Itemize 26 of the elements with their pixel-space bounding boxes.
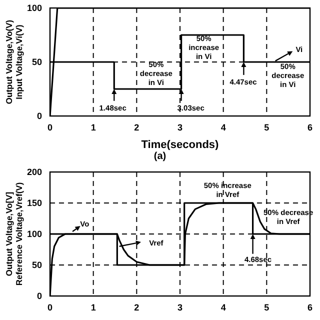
x-tick-label: 5: [264, 122, 270, 132]
text: (a): [152, 150, 168, 164]
y-axis-title: Output Voltage,Vo[V] Reference Voltage,Vref(V): [4, 182, 24, 286]
x-tick-label: 0: [47, 302, 53, 312]
x-tick-label: 5: [264, 302, 270, 312]
x-tick-label: 4: [220, 302, 226, 312]
x-tick-label: 2: [134, 302, 140, 312]
y-tick-label: 100: [26, 229, 42, 240]
y-tick-label: 0: [36, 111, 42, 122]
x-tick-label: 0: [47, 122, 53, 132]
y-axis-title: Output Voltage,Vo(V) Input Voltage,Vi(V): [4, 20, 24, 104]
y-tick-label: 100: [26, 3, 42, 14]
y-tick-label: 50: [32, 57, 42, 68]
x-tick-label: 1: [90, 302, 96, 312]
x-tick-label: 6: [307, 122, 313, 132]
x-axis-title: Time(seconds): [141, 139, 220, 151]
x-tick-label: 6: [307, 302, 313, 312]
y-tick-label: 200: [26, 167, 42, 178]
x-tick-label: 4: [220, 122, 226, 132]
x-tick-label: 2: [134, 122, 140, 132]
y-tick-label: 150: [26, 198, 42, 208]
y-tick-label: 0: [36, 291, 42, 302]
y-tick-label: 50: [32, 260, 42, 270]
x-tick-label: 3: [177, 302, 183, 312]
x-tick-label: 1: [90, 122, 96, 132]
x-tick-label: 3: [177, 122, 183, 132]
